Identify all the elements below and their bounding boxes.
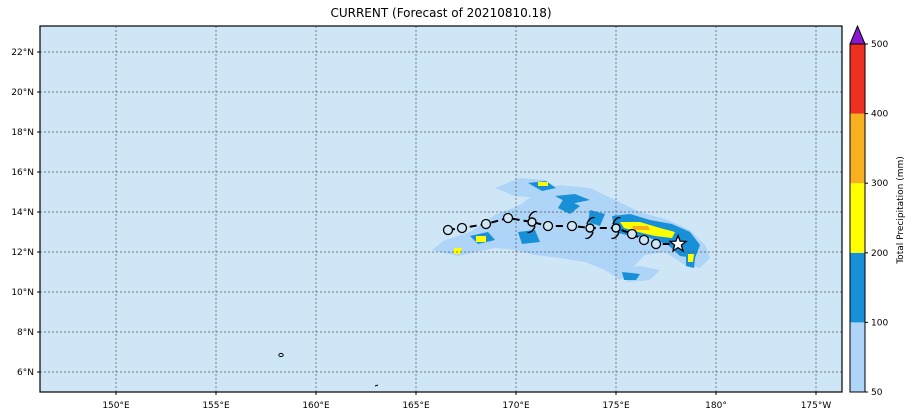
longitude-tick-label: 175°W	[801, 401, 832, 411]
longitude-tick-label: 170°E	[502, 401, 530, 411]
colorbar-label: Total Precipitation (mm)	[896, 156, 906, 265]
precip-moderate-shading	[555, 194, 590, 204]
colorbar-tick-label: 50	[871, 388, 883, 398]
colorbar-frame	[849, 43, 866, 393]
precip-moderate-shading	[588, 210, 605, 226]
track-position-circle	[542, 220, 554, 232]
latitude-tick-label: 18°N	[11, 128, 34, 138]
track-position-circle	[626, 228, 638, 240]
longitude-tick-label: 150°E	[102, 401, 130, 411]
ocean-background	[40, 26, 842, 392]
precip-moderate-shading	[558, 198, 580, 214]
colorbar-segment	[850, 183, 865, 253]
hurricane-symbol-arm	[585, 231, 594, 240]
track-position-circle	[480, 218, 492, 230]
colorbar-segment	[850, 322, 865, 392]
latitude-tick-label: 6°N	[17, 368, 34, 378]
longitude-tick-label: 180°	[705, 401, 727, 411]
track-position-circle	[442, 224, 454, 236]
colorbar-tick-label: 200	[871, 249, 888, 259]
precip-moderate-shading	[518, 230, 540, 244]
island-marker	[278, 352, 284, 358]
island-marker	[374, 384, 379, 387]
storm-track	[442, 210, 688, 253]
precip-very-heavy-shading	[632, 226, 650, 230]
track-position-circle	[502, 212, 514, 224]
track-position-circle	[650, 238, 662, 250]
latitude-tick-label: 20°N	[11, 88, 34, 98]
precip-heavy-shading	[688, 254, 694, 262]
hurricane-symbol	[585, 216, 595, 240]
hurricane-symbol-arm	[528, 210, 537, 219]
track-position-circle	[638, 234, 650, 246]
colorbar-tick-label: 500	[871, 40, 888, 50]
colorbar-extend-arrow	[849, 24, 866, 45]
latitude-tick-label: 16°N	[11, 168, 34, 178]
latitude-tick-label: 10°N	[11, 288, 34, 298]
hurricane-symbol-core	[527, 217, 537, 227]
latitude-tick-label: 12°N	[11, 248, 34, 258]
lat-lon-grid	[40, 26, 842, 392]
hurricane-symbol	[611, 216, 621, 240]
latitude-tick-label: 8°N	[17, 328, 34, 338]
hurricane-symbol-arm	[612, 216, 621, 225]
track-position-circle	[566, 220, 578, 232]
precip-heavy-shading	[476, 236, 486, 242]
colorbar-segment	[850, 44, 865, 114]
colorbar-tick-label: 100	[871, 318, 888, 328]
current-position-star	[668, 233, 688, 253]
hurricane-symbol-core	[611, 223, 621, 233]
colorbar-segment	[850, 113, 865, 184]
hurricane-symbol	[527, 210, 537, 234]
precip-moderate-shading	[622, 272, 640, 280]
colorbar-tick-label: 400	[871, 110, 888, 120]
colorbar-tick-label: 300	[871, 179, 888, 189]
track-position-circle	[456, 222, 468, 234]
map-frame	[39, 25, 843, 393]
latitude-tick-label: 14°N	[11, 208, 34, 218]
longitude-tick-label: 160°E	[302, 401, 330, 411]
longitude-tick-label: 155°E	[202, 401, 230, 411]
hurricane-symbol-core	[585, 223, 595, 233]
longitude-tick-label: 175°E	[602, 401, 630, 411]
hurricane-symbol-arm	[586, 216, 595, 225]
hurricane-symbol-arm	[527, 225, 536, 234]
precipitation-field	[432, 178, 710, 282]
precip-heavy-shading	[454, 248, 462, 254]
longitude-tick-label: 165°E	[402, 401, 430, 411]
precip-heavy-shading	[538, 182, 548, 186]
latitude-tick-label: 22°N	[11, 48, 34, 58]
map-title: CURRENT (Forecast of 20210810.18)	[330, 6, 552, 20]
precip-light-shading	[432, 185, 710, 280]
axis-ticks: 22°N 20°N 18°N 16°N 14°N 12°N 10°N 8°N 6°N 150°E 1…	[11, 48, 831, 411]
hurricane-symbol-arm	[611, 231, 620, 240]
colorbar-segment	[850, 252, 865, 323]
precipitation-colorbar: 50 100 200 300 400 500	[849, 24, 888, 398]
